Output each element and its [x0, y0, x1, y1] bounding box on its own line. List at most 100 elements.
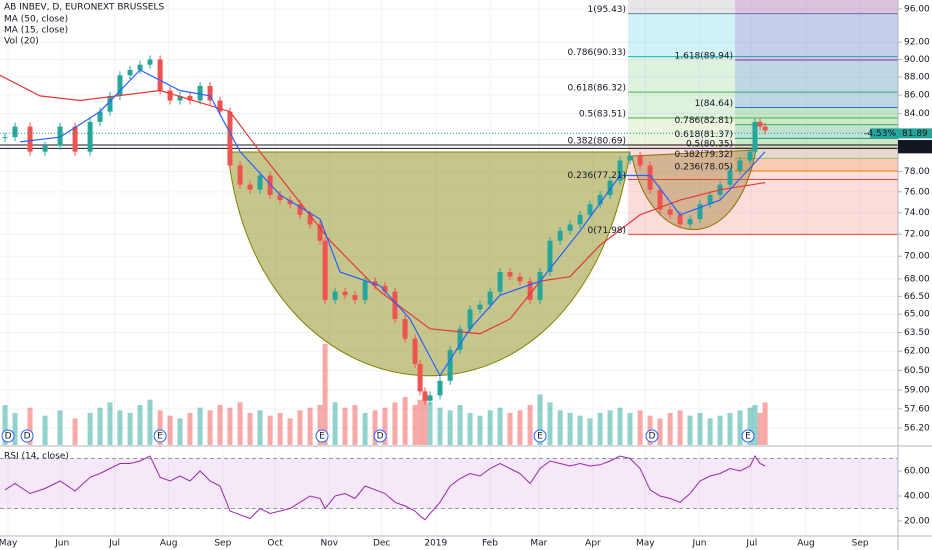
volume-bar	[747, 407, 753, 445]
volume-bar	[617, 407, 623, 445]
chart-title: AB INBEV, D, EURONEXT BRUSSELS	[4, 3, 165, 13]
y-tick-label: 63.50	[904, 328, 930, 338]
candle-body	[737, 160, 743, 171]
candle-body	[627, 155, 633, 161]
y-tick-label: 90.00	[904, 55, 930, 65]
fib-label: 0.236(78.05)	[675, 162, 734, 172]
volume-bar	[167, 415, 173, 445]
volume-bar	[752, 405, 758, 445]
candle-body	[12, 126, 18, 138]
candle-body	[317, 224, 323, 241]
y-tick-label: 96.00	[904, 4, 930, 14]
candle-body	[307, 214, 313, 225]
y-tick-label: 88.00	[904, 73, 930, 83]
x-tick-label: Apr	[585, 539, 601, 549]
volume-bar	[677, 410, 683, 445]
volume-bar	[627, 413, 633, 445]
change-badge	[870, 128, 898, 139]
volume-bar	[587, 418, 593, 445]
volume-bar	[667, 413, 673, 445]
candle-body	[647, 165, 653, 190]
candle-body	[217, 100, 223, 112]
x-tick-label: Mar	[530, 539, 547, 549]
y-tick-label: 65.00	[904, 310, 930, 320]
candle-body	[167, 90, 173, 101]
volume-bar	[2, 405, 8, 445]
candle-body	[477, 304, 483, 310]
volume-bar	[507, 413, 513, 445]
legend-entry: RSI (14, close)	[4, 452, 69, 462]
volume-bar	[567, 413, 573, 445]
volume-bar	[217, 405, 223, 445]
fib-label: 1.618(89.94)	[675, 51, 734, 61]
candle-body	[27, 126, 33, 152]
price-badge	[898, 143, 932, 154]
volume-bar	[257, 410, 263, 445]
y-tick-label: 84.00	[904, 109, 930, 119]
volume-bar	[137, 405, 143, 445]
volume-bar	[57, 410, 63, 445]
ma-line	[20, 69, 766, 377]
legend-entry: MA (50, close)	[4, 15, 68, 25]
volume-bar	[477, 415, 483, 445]
candle-body	[2, 137, 8, 139]
x-tick-label: 2019	[424, 539, 447, 549]
candle-body	[332, 291, 338, 300]
candle-body	[382, 285, 388, 292]
candle-body	[392, 291, 398, 320]
volume-bar	[147, 399, 153, 445]
fib-layer	[0, 0, 898, 535]
candle-body	[577, 214, 583, 225]
fib-band	[735, 0, 898, 60]
candle-body	[362, 281, 368, 300]
candle-body	[117, 75, 123, 96]
candle-body	[537, 272, 543, 300]
volume-bar	[107, 402, 113, 445]
event-label: D	[649, 432, 656, 442]
volume-bar	[412, 405, 418, 445]
volume-bar	[187, 413, 193, 445]
rsi-band	[0, 458, 898, 509]
volume-bar	[177, 418, 183, 445]
candle-body	[567, 224, 573, 231]
volume-bar	[157, 410, 163, 445]
volume-bar	[597, 413, 603, 445]
candle-body	[352, 295, 358, 300]
volume-bar	[527, 405, 533, 445]
fib-label: 1(95.43)	[588, 5, 627, 15]
y-tick-label: 59.00	[904, 386, 930, 396]
fib-band	[628, 144, 898, 180]
volume-bar	[227, 407, 233, 445]
volume-bar	[437, 407, 443, 445]
fib-band	[628, 118, 898, 145]
y-tick-label: 20.00	[904, 517, 930, 527]
fib-label: 0.382(80.69)	[567, 136, 626, 146]
volume-bar	[342, 407, 348, 445]
event-marker	[315, 429, 329, 443]
x-tick-label: Nov	[321, 539, 339, 549]
candle-body	[287, 200, 293, 205]
y-tick-label: 62.00	[904, 347, 930, 357]
x-tick-label: May	[0, 539, 18, 549]
volume-bar	[277, 413, 283, 445]
candle-body	[187, 95, 193, 101]
candle-body	[97, 111, 103, 122]
candle-body	[667, 209, 673, 215]
volume-bar	[467, 413, 473, 445]
volume-bar	[637, 410, 643, 445]
fib-band	[735, 124, 898, 139]
y-tick-label: 76.00	[904, 187, 930, 197]
candle-body	[507, 272, 513, 277]
y-tick-label: 78.00	[904, 167, 930, 177]
price-label: 80.34	[902, 144, 928, 154]
x-tick-label: Dec	[373, 539, 390, 549]
fib-label: 1(84.64)	[695, 99, 734, 109]
candle-body	[757, 121, 763, 127]
candle-body	[607, 180, 613, 195]
volume-bar	[457, 405, 463, 445]
fib-band	[735, 148, 898, 159]
candle-body	[597, 194, 603, 205]
candle-body	[587, 204, 593, 215]
